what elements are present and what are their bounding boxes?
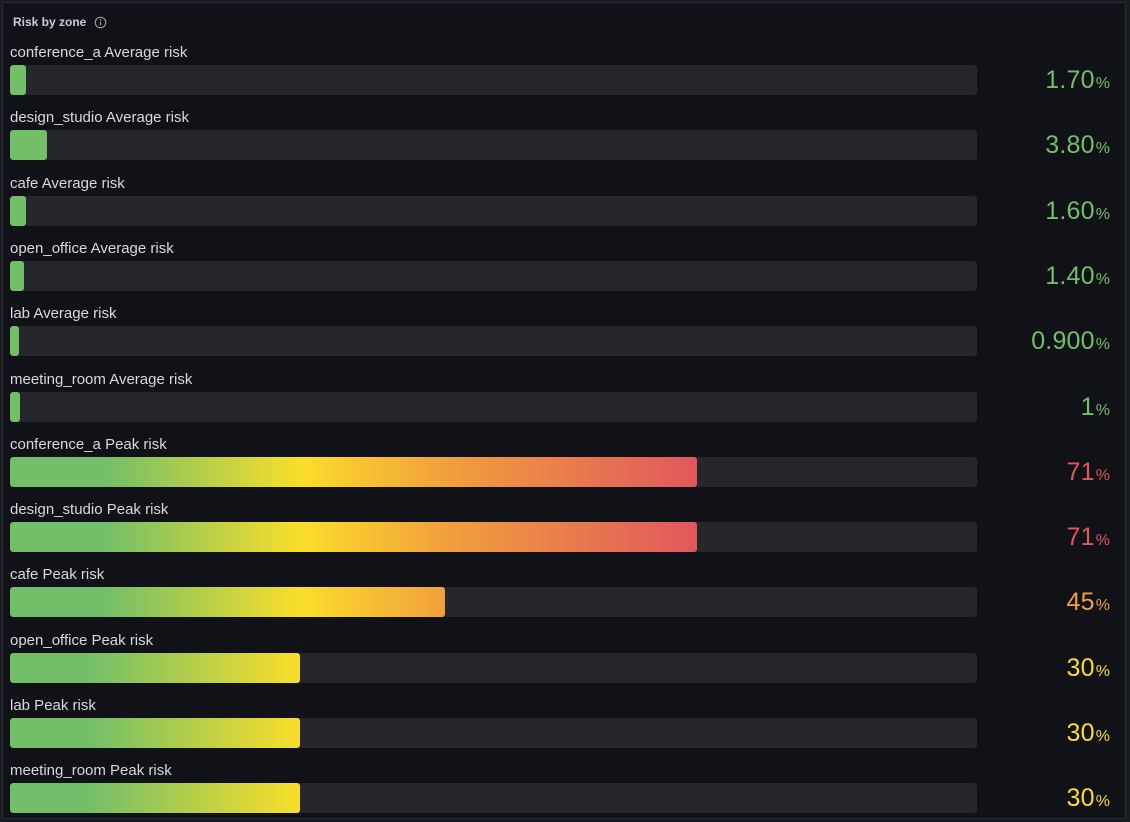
bar-row: cafe Peak risk 45% <box>3 566 1125 626</box>
bar-row: cafe Average risk 1.60% <box>3 175 1125 235</box>
bar-row: design_studio Peak risk 71% <box>3 501 1125 561</box>
bar-value-unit: % <box>1095 270 1110 288</box>
bar-fill <box>10 587 446 618</box>
bar-track <box>10 391 977 422</box>
bar-fill <box>10 783 301 814</box>
bar-value-number: 45 <box>1066 588 1095 617</box>
bar-label: design_studio Peak risk <box>10 501 169 519</box>
bar-fill <box>10 522 697 553</box>
bar-label: lab Peak risk <box>10 697 96 714</box>
bar-track <box>10 652 977 683</box>
bar-value-unit: % <box>1095 728 1110 745</box>
bar-track <box>10 326 977 357</box>
bar-value-unit: % <box>1095 140 1110 158</box>
bar-value: 71% <box>1067 458 1110 492</box>
bar-row: lab Peak risk 30% <box>3 697 1125 757</box>
bar-value-number: 3.80 <box>1045 131 1095 160</box>
bar-value: 30% <box>1067 654 1110 688</box>
bar-fill <box>10 130 47 161</box>
bar-track <box>10 260 977 291</box>
bar-label: lab Average risk <box>10 305 117 323</box>
bar-row: open_office Average risk 1.40% <box>3 240 1125 300</box>
bar-track <box>10 456 977 487</box>
bar-value-unit: % <box>1095 205 1110 223</box>
bar-fill <box>10 260 24 291</box>
bar-label: meeting_room Average risk <box>10 370 193 388</box>
bar-value-number: 1 <box>1080 392 1095 421</box>
bar-value: 30% <box>1067 784 1110 818</box>
bar-value-unit: % <box>1095 532 1110 550</box>
bar-value-number: 30 <box>1066 653 1095 682</box>
bar-fill <box>10 652 301 683</box>
bar-value-number: 71 <box>1066 523 1095 552</box>
bar-fill <box>10 391 20 422</box>
bar-label: conference_a Peak risk <box>10 435 167 453</box>
bar-track <box>10 65 977 95</box>
panel-header: Risk by zone <box>13 10 107 34</box>
bar-track <box>10 195 977 226</box>
bar-track <box>10 522 977 553</box>
bar-value-unit: % <box>1095 793 1110 811</box>
panel-title[interactable]: Risk by zone <box>13 15 87 29</box>
bar-row: lab Average risk 0.900% <box>3 305 1125 365</box>
bar-value-unit: % <box>1095 401 1110 419</box>
bar-value: 30% <box>1067 719 1110 753</box>
bar-value: 3.80% <box>1045 131 1110 165</box>
bar-value-number: 1.40 <box>1045 261 1095 290</box>
bar-value: 1.60% <box>1045 197 1110 231</box>
bar-value: 1% <box>1081 393 1110 427</box>
bar-value-number: 1.70 <box>1045 66 1095 94</box>
bar-fill <box>10 456 697 487</box>
bar-fill <box>10 326 19 357</box>
bar-label: cafe Peak risk <box>10 566 105 584</box>
bar-row: meeting_room Average risk 1% <box>3 371 1125 431</box>
bar-label: cafe Average risk <box>10 174 125 192</box>
bar-label: conference_a Average risk <box>10 44 188 61</box>
bar-track <box>10 587 977 618</box>
bar-value-unit: % <box>1095 75 1110 92</box>
bar-track <box>10 130 977 161</box>
bar-value: 71% <box>1067 523 1110 557</box>
bar-track <box>10 718 977 748</box>
bar-row: conference_a Peak risk 71% <box>3 436 1125 496</box>
bar-label: design_studio Average risk <box>10 109 190 127</box>
bar-label: meeting_room Peak risk <box>10 762 172 780</box>
bar-row: conference_a Average risk 1.70% <box>3 44 1125 104</box>
bar-value-unit: % <box>1095 466 1110 484</box>
bar-value-unit: % <box>1095 597 1110 615</box>
bar-value-unit: % <box>1095 662 1110 680</box>
bar-fill <box>10 195 26 226</box>
bar-track <box>10 783 977 814</box>
bar-label: open_office Average risk <box>10 239 174 257</box>
bar-value-number: 71 <box>1066 457 1095 486</box>
bar-row: design_studio Average risk 3.80% <box>3 109 1125 169</box>
bar-value-number: 0.900 <box>1031 327 1095 356</box>
bar-value-number: 30 <box>1066 719 1095 747</box>
bar-value: 1.40% <box>1045 262 1110 296</box>
bar-value-number: 30 <box>1066 784 1095 813</box>
bar-gauge-list: conference_a Average risk 1.70% design_stu… <box>3 3 1125 818</box>
bar-label: open_office Peak risk <box>10 631 154 649</box>
bar-row: meeting_room Peak risk 30% <box>3 762 1125 818</box>
bar-value: 1.70% <box>1045 66 1110 100</box>
info-circle-icon-svg <box>95 16 107 28</box>
bar-row: open_office Peak risk 30% <box>3 632 1125 692</box>
info-circle-icon[interactable] <box>94 16 107 29</box>
bar-value: 0.900% <box>1031 327 1110 361</box>
bar-fill <box>10 718 301 748</box>
bar-fill <box>10 65 27 95</box>
bar-value-unit: % <box>1095 336 1110 354</box>
bar-value-number: 1.60 <box>1045 196 1095 225</box>
bar-value: 45% <box>1067 588 1110 622</box>
